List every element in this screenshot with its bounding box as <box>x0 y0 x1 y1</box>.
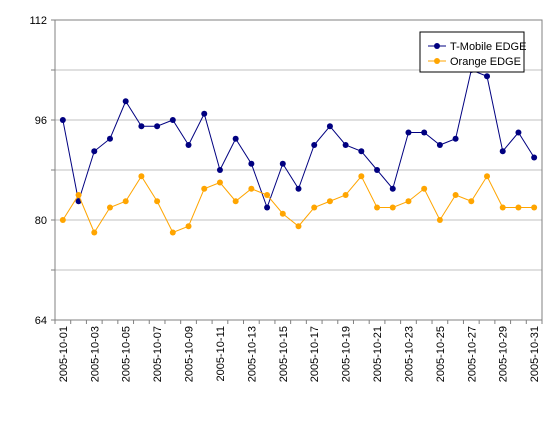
data-point <box>531 154 538 161</box>
x-tick-label: 2005-10-21 <box>372 326 384 382</box>
data-point <box>499 148 506 155</box>
x-tick-label: 2005-10-05 <box>121 326 133 382</box>
legend-item-orange: Orange EDGE <box>428 56 521 68</box>
data-point <box>232 198 239 205</box>
data-point <box>75 192 82 198</box>
data-point <box>138 123 145 130</box>
data-point <box>436 217 443 223</box>
data-point <box>122 98 129 105</box>
grid-lines <box>55 69 542 271</box>
data-point <box>232 135 239 142</box>
data-point <box>499 204 506 211</box>
data-point <box>106 135 113 142</box>
data-point <box>311 142 318 148</box>
legend-marker-orange <box>434 58 440 64</box>
legend-label-orange: Orange EDGE <box>450 56 521 68</box>
data-point <box>326 198 333 205</box>
data-point <box>405 198 412 205</box>
data-point <box>389 204 396 211</box>
data-point <box>452 192 459 198</box>
data-point <box>374 204 381 211</box>
data-point <box>201 110 208 117</box>
data-point <box>106 204 113 211</box>
data-point <box>169 117 176 123</box>
x-tick-label: 2005-10-11 <box>215 326 227 381</box>
data-point <box>154 198 161 205</box>
x-tick-label: 2005-10-23 <box>403 326 415 382</box>
x-tick-label: 2005-10-03 <box>89 326 101 382</box>
data-point <box>295 185 302 192</box>
data-point <box>389 185 396 192</box>
data-point <box>358 173 365 180</box>
data-point <box>59 217 66 223</box>
data-point <box>295 223 302 230</box>
data-point <box>216 167 223 173</box>
axes: 64 80 96 112 2005-10-01 2005-10-03 2005-10-05 2… <box>29 15 543 382</box>
data-point <box>468 198 475 205</box>
data-point <box>248 160 255 167</box>
data-point <box>342 192 349 198</box>
data-point <box>264 204 271 211</box>
x-tick-label: 2005-10-19 <box>341 326 353 382</box>
x-tick-label: 2005-10-29 <box>498 326 510 382</box>
x-tick-label: 2005-10-15 <box>278 326 290 382</box>
x-tick-label: 2005-10-25 <box>435 326 447 382</box>
data-point <box>59 117 66 123</box>
legend-box <box>419 31 525 73</box>
data-point <box>248 185 255 192</box>
x-tick-label: 2005-10-31 <box>529 326 541 382</box>
data-point <box>405 129 412 136</box>
data-point <box>201 185 208 192</box>
data-point <box>279 210 286 217</box>
data-point <box>91 229 98 236</box>
data-point <box>531 204 538 211</box>
data-point <box>264 192 271 198</box>
data-point <box>436 142 443 148</box>
data-point <box>138 173 145 180</box>
data-point <box>154 123 161 130</box>
x-tick-label: 2005-10-09 <box>184 326 196 382</box>
data-point <box>216 179 223 186</box>
x-tick-label: 2005-10-27 <box>466 326 478 382</box>
data-point <box>326 123 333 130</box>
data-point <box>311 204 318 211</box>
x-tick-label: 2005-10-13 <box>246 326 258 382</box>
series-orange-edge <box>59 173 538 236</box>
data-point <box>185 142 192 148</box>
data-point <box>515 204 522 211</box>
data-point <box>185 223 192 230</box>
series-tmobile-edge <box>59 67 538 211</box>
data-point <box>342 142 349 148</box>
x-tick-label: 2005-10-01 <box>58 326 70 382</box>
data-point <box>169 229 176 236</box>
y-tick-label: 96 <box>35 115 47 127</box>
data-point <box>421 129 428 136</box>
data-point <box>484 173 491 180</box>
data-point <box>484 73 491 80</box>
data-point <box>358 148 365 155</box>
data-point <box>91 148 98 155</box>
y-tick-label: 80 <box>35 215 47 227</box>
data-point <box>452 135 459 142</box>
legend: T-Mobile EDGE Orange EDGE <box>419 31 526 73</box>
y-tick-label: 64 <box>35 315 47 327</box>
legend-marker-tmobile <box>434 43 440 49</box>
data-point <box>374 167 381 173</box>
series-layer <box>59 67 538 236</box>
x-tick-label: 2005-10-17 <box>309 326 321 382</box>
y-tick-label: 112 <box>29 15 47 27</box>
data-point <box>421 185 428 192</box>
data-point <box>279 160 286 167</box>
legend-item-tmobile: T-Mobile EDGE <box>428 41 526 53</box>
data-point <box>122 198 129 205</box>
x-tick-label: 2005-10-07 <box>152 326 164 382</box>
legend-label-tmobile: T-Mobile EDGE <box>450 41 526 53</box>
data-point <box>515 129 522 136</box>
